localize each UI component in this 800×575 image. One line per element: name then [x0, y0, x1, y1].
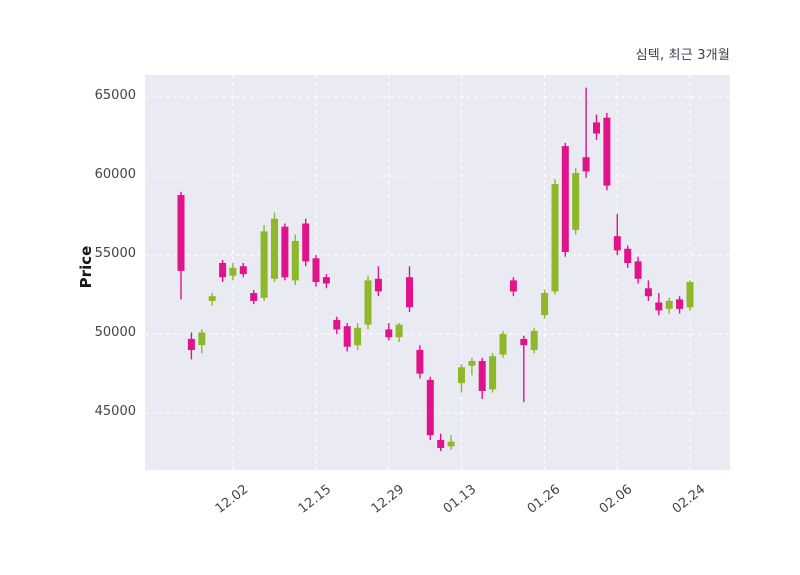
candlestick — [416, 345, 424, 379]
candlestick — [374, 266, 382, 297]
candlestick — [593, 114, 600, 140]
candlestick — [665, 297, 673, 314]
candlestick — [229, 263, 237, 281]
candlestick — [458, 364, 465, 393]
candlestick — [509, 277, 517, 297]
y-tick-label: 65000 — [94, 88, 136, 104]
candlestick — [437, 433, 445, 451]
candlestick — [364, 275, 372, 330]
x-tick-label: 02.06 — [596, 482, 636, 517]
candlestick — [395, 323, 403, 342]
x-tick-label: 12.29 — [368, 482, 407, 517]
candlestick — [302, 218, 310, 267]
plot-area — [145, 75, 730, 470]
candlestick — [426, 376, 434, 440]
candlestick — [478, 357, 486, 399]
candlestick-canvas — [145, 75, 730, 470]
candlestick — [520, 335, 528, 403]
candlestick — [655, 293, 663, 316]
y-tick-label: 45000 — [94, 404, 136, 420]
candlestick — [271, 212, 278, 282]
candlestick — [582, 87, 590, 178]
candlestick — [572, 168, 580, 235]
candlestick — [634, 256, 642, 284]
candlestick — [686, 280, 694, 311]
candlestick — [624, 245, 632, 268]
candlestick — [239, 263, 247, 278]
candlestick — [322, 274, 330, 289]
candlestick — [177, 191, 185, 300]
y-tick-label: 60000 — [94, 167, 136, 183]
candlestick — [499, 331, 507, 358]
candlestick — [291, 234, 299, 286]
candlestick — [551, 179, 559, 295]
candlestick — [333, 316, 341, 335]
candlestick — [406, 266, 413, 312]
candlestick — [676, 296, 684, 314]
candlestick — [281, 223, 289, 281]
candlestick — [603, 112, 611, 191]
candlestick — [530, 327, 538, 354]
candlestick — [644, 280, 652, 301]
candlestick — [561, 142, 569, 257]
candlestick — [613, 214, 621, 256]
x-tick-label: 01.13 — [441, 482, 480, 517]
candlestick — [541, 289, 549, 319]
y-tick-label: 55000 — [94, 246, 136, 262]
candlestick — [385, 323, 393, 341]
candlestick — [219, 259, 227, 282]
x-tick-label: 02.24 — [669, 482, 709, 517]
candlestick — [260, 225, 268, 301]
candlestick — [250, 289, 258, 305]
candlestick — [187, 332, 195, 360]
candlestick — [343, 323, 351, 352]
x-tick-label: 01.26 — [524, 482, 563, 517]
y-tick-label: 50000 — [94, 325, 136, 341]
candlestick — [354, 323, 362, 350]
candlestick — [312, 255, 320, 287]
candlestick — [489, 353, 497, 393]
x-tick-label: 12.02 — [212, 482, 252, 517]
candlestick — [468, 357, 476, 376]
candlestick — [208, 293, 216, 306]
x-tick-label: 12.15 — [295, 482, 335, 517]
chart-title: 심텍, 최근 3개월 — [635, 48, 730, 63]
candlestick — [447, 435, 455, 450]
candlestick — [198, 329, 206, 354]
